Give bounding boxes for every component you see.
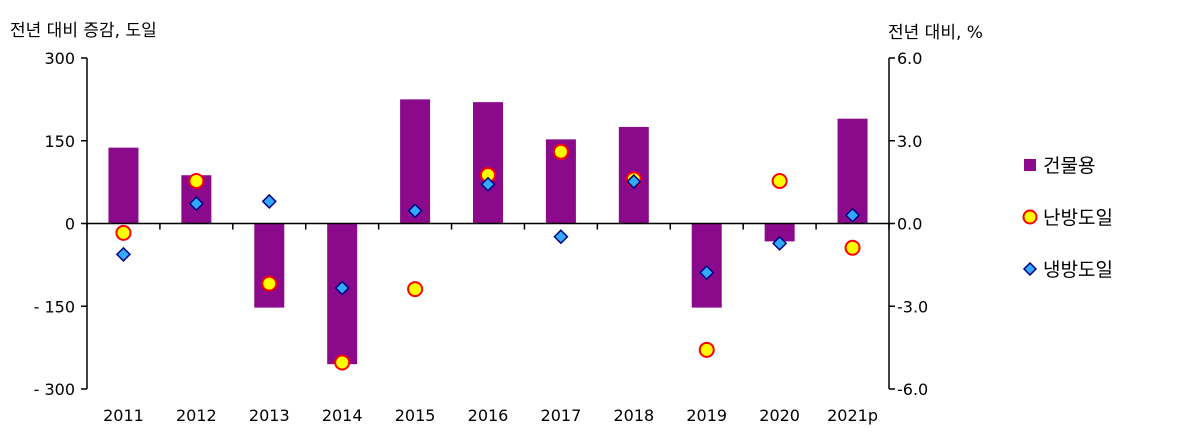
cooling-point-2017 — [553, 229, 569, 245]
left-tick-label: 0 — [65, 215, 75, 234]
category-label: 2015 — [395, 406, 436, 425]
bar-2011 — [108, 147, 139, 224]
axes: 300 150 0 - 150 - 300 6.0 3.0 0.0 -3.0 -6.0 2011 20… — [34, 49, 929, 425]
category-label: 2020 — [759, 406, 800, 425]
legend-swatch-heating — [1022, 209, 1038, 225]
bar-2020 — [764, 223, 795, 242]
legend-label-heating: 난방도일 — [1043, 207, 1113, 229]
plot-area — [108, 99, 868, 371]
cooling-point-2021p — [844, 207, 861, 223]
legend-swatch-cooling — [1022, 261, 1038, 277]
cooling-point-2019 — [699, 265, 715, 281]
category-label: 2017 — [541, 406, 582, 425]
category-label: 2021p — [827, 406, 878, 425]
bar-2016 — [473, 102, 503, 224]
category-label: 2018 — [613, 406, 654, 425]
left-tick-label: - 150 — [34, 297, 75, 316]
legend-label-cooling: 냉방도일 — [1043, 259, 1113, 281]
category-label: 2012 — [176, 406, 217, 425]
category-label: 2019 — [686, 406, 727, 425]
heating-point-2020 — [771, 173, 788, 190]
legend-swatch-building — [1024, 159, 1036, 171]
heating-point-2021p — [844, 239, 861, 256]
left-tick-label: - 300 — [34, 380, 75, 399]
right-tick-label: 6.0 — [897, 49, 922, 68]
heating-point-2011 — [115, 224, 132, 241]
heating-point-2019 — [698, 341, 715, 358]
heating-point-2017 — [552, 143, 569, 160]
heating-point-2012 — [188, 173, 205, 190]
cooling-point-2012 — [188, 196, 204, 212]
cooling-point-2020 — [772, 235, 788, 251]
heating-point-2014 — [334, 354, 351, 371]
category-label: 2016 — [468, 406, 509, 425]
cooling-point-2011 — [115, 246, 132, 262]
cooling-point-2013 — [261, 193, 277, 209]
left-tick-label: 300 — [44, 49, 75, 68]
category-label: 2014 — [322, 406, 363, 425]
cooling-point-2016 — [480, 176, 496, 192]
bar-2013 — [254, 223, 285, 308]
right-tick-label: -6.0 — [897, 380, 928, 399]
bar-2021p — [837, 118, 868, 224]
bar-2015 — [400, 99, 431, 224]
cooling-point-2014 — [334, 280, 350, 296]
category-label: 2011 — [103, 406, 144, 425]
cooling-point-2015 — [407, 203, 423, 219]
cooling-point-2018 — [626, 174, 642, 190]
category-label: 2013 — [249, 406, 290, 425]
heating-point-2015 — [407, 281, 424, 298]
legend-label-building: 건물용 — [1043, 155, 1095, 177]
right-axis-title: 전년 대비, % — [888, 23, 983, 43]
left-tick-label: 150 — [44, 132, 75, 151]
left-axis-title: 전년 대비 증감, 도일 — [10, 21, 157, 41]
heating-point-2013 — [261, 275, 278, 292]
right-tick-label: -3.0 — [897, 297, 928, 316]
right-tick-label: 3.0 — [897, 132, 922, 151]
right-tick-label: 0.0 — [897, 215, 922, 234]
